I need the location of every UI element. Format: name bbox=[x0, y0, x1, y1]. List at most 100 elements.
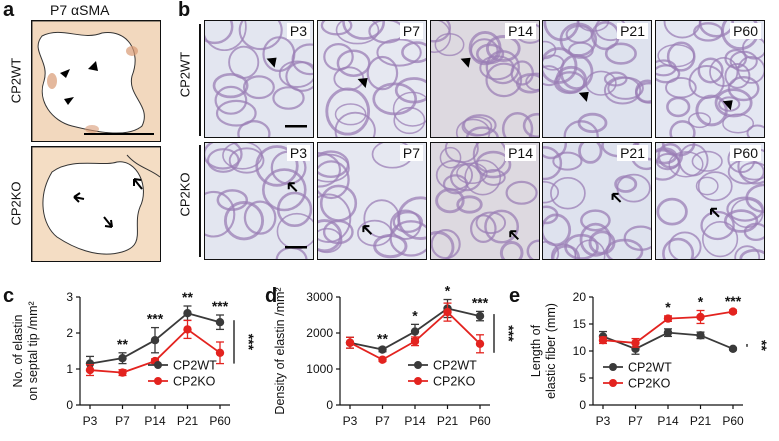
data-point bbox=[183, 325, 192, 334]
significance-marker: * bbox=[665, 299, 671, 315]
y-tick-label: 5 bbox=[579, 371, 586, 385]
data-point bbox=[118, 354, 127, 363]
significance-marker: * bbox=[698, 294, 704, 310]
y-axis-label: on septal tip /mm² bbox=[26, 301, 40, 400]
y-tick-label: 20 bbox=[573, 290, 587, 304]
x-tick-label: P7 bbox=[115, 414, 130, 428]
data-point bbox=[443, 307, 452, 317]
data-point bbox=[378, 355, 387, 364]
arrow-icon bbox=[73, 192, 85, 203]
stage-label: P60 bbox=[730, 23, 761, 39]
y-axis-label: elastic fiber (mm) bbox=[544, 303, 558, 399]
legend-label: CP2KO bbox=[628, 377, 671, 391]
stage-label: P60 bbox=[730, 145, 761, 161]
data-point bbox=[183, 309, 192, 318]
x-tick-label: P3 bbox=[596, 414, 611, 428]
overall-significance: *** bbox=[241, 334, 257, 351]
micrograph-CP2WT-P21: P21 bbox=[542, 20, 652, 138]
y-tick-label: 1000 bbox=[306, 362, 333, 376]
data-point bbox=[475, 311, 485, 321]
legend-label: CP2WT bbox=[433, 359, 477, 373]
panel-letter: c bbox=[3, 285, 14, 307]
arrowhead-icon bbox=[60, 69, 70, 78]
micrograph-CP2KO-P14: P14 bbox=[430, 142, 540, 260]
significance-marker: *** bbox=[147, 311, 164, 327]
stage-label: P21 bbox=[617, 23, 648, 39]
data-point bbox=[85, 365, 95, 375]
data-point bbox=[598, 336, 608, 345]
x-tick-label: P3 bbox=[343, 414, 358, 428]
y-axis-label: Density of elastin /mm² bbox=[273, 287, 287, 414]
panel-a-image-wt bbox=[31, 20, 161, 142]
legend-label: CP2WT bbox=[628, 361, 672, 375]
legend-label: CP2WT bbox=[173, 359, 217, 373]
micrograph-CP2WT-P14: P14 bbox=[430, 20, 540, 138]
micrograph-CP2KO-P60: P60 bbox=[655, 142, 765, 260]
arrow-icon bbox=[362, 225, 373, 235]
legend-marker bbox=[414, 361, 422, 369]
x-tick-label: P3 bbox=[83, 414, 98, 428]
data-point bbox=[410, 337, 420, 346]
stage-label: P14 bbox=[505, 145, 536, 161]
scale-bar bbox=[285, 125, 307, 128]
y-tick-label: 2 bbox=[66, 326, 73, 340]
data-point bbox=[215, 348, 225, 357]
data-point bbox=[663, 314, 673, 323]
significance-marker: ** bbox=[377, 330, 388, 346]
panel-a-title: P7 αSMA bbox=[50, 2, 110, 18]
panel-letter: e bbox=[509, 285, 520, 307]
legend-label: CP2KO bbox=[433, 375, 476, 389]
y-tick-label: 3000 bbox=[306, 290, 333, 304]
x-tick-label: P21 bbox=[177, 414, 199, 428]
stage-label: P7 bbox=[399, 145, 423, 161]
arrowhead-icon bbox=[460, 57, 471, 68]
data-point bbox=[410, 327, 420, 336]
x-tick-label: P60 bbox=[722, 414, 744, 428]
y-tick-label: 3 bbox=[66, 290, 73, 304]
x-tick-label: P14 bbox=[404, 414, 426, 428]
x-tick-label: P14 bbox=[144, 414, 166, 428]
legend-marker bbox=[609, 363, 617, 371]
data-point bbox=[696, 331, 705, 340]
x-tick-label: P60 bbox=[469, 414, 491, 428]
significance-marker: * bbox=[445, 283, 451, 299]
data-point bbox=[150, 336, 160, 345]
x-tick-label: P21 bbox=[690, 414, 712, 428]
stage-label: P14 bbox=[505, 23, 536, 39]
y-tick-label: 15 bbox=[573, 317, 587, 331]
arrowhead-icon bbox=[722, 100, 733, 111]
significance-marker: ** bbox=[182, 289, 193, 305]
micrograph-CP2WT-P7: P7 bbox=[317, 20, 427, 138]
legend-marker bbox=[609, 379, 617, 387]
stage-label: P21 bbox=[617, 145, 648, 161]
stage-label: P3 bbox=[286, 145, 310, 161]
y-tick-label: 0 bbox=[66, 398, 73, 412]
y-tick-label: 1 bbox=[66, 362, 73, 376]
arrowhead-icon bbox=[357, 77, 368, 88]
legend-marker bbox=[154, 361, 162, 369]
data-point bbox=[728, 307, 738, 316]
arrowhead-icon bbox=[266, 57, 277, 68]
micrograph-CP2KO-P7: P7 bbox=[317, 142, 427, 260]
panel-a-letter: a bbox=[3, 0, 15, 21]
legend-marker bbox=[414, 377, 422, 385]
data-point bbox=[475, 339, 485, 348]
overall-significance: ** bbox=[754, 340, 770, 351]
panel-b-bracket-wt bbox=[199, 24, 201, 136]
arrow-icon bbox=[709, 207, 720, 218]
micrograph-CP2KO-P21: P21 bbox=[542, 142, 652, 260]
arrowhead-icon bbox=[578, 91, 589, 102]
legend-label: CP2KO bbox=[173, 375, 216, 389]
panel-b-bracket-ko bbox=[199, 145, 201, 257]
significance-marker: * bbox=[412, 307, 418, 323]
arrow-icon bbox=[509, 230, 519, 240]
data-point bbox=[215, 318, 225, 327]
y-tick-label: 0 bbox=[579, 398, 586, 412]
data-point bbox=[728, 344, 738, 354]
data-point bbox=[345, 338, 355, 347]
y-tick-label: 0 bbox=[326, 398, 333, 412]
data-point bbox=[631, 338, 640, 348]
micrograph-CP2WT-P3: P3 bbox=[204, 20, 314, 138]
scale-bar bbox=[285, 246, 307, 249]
